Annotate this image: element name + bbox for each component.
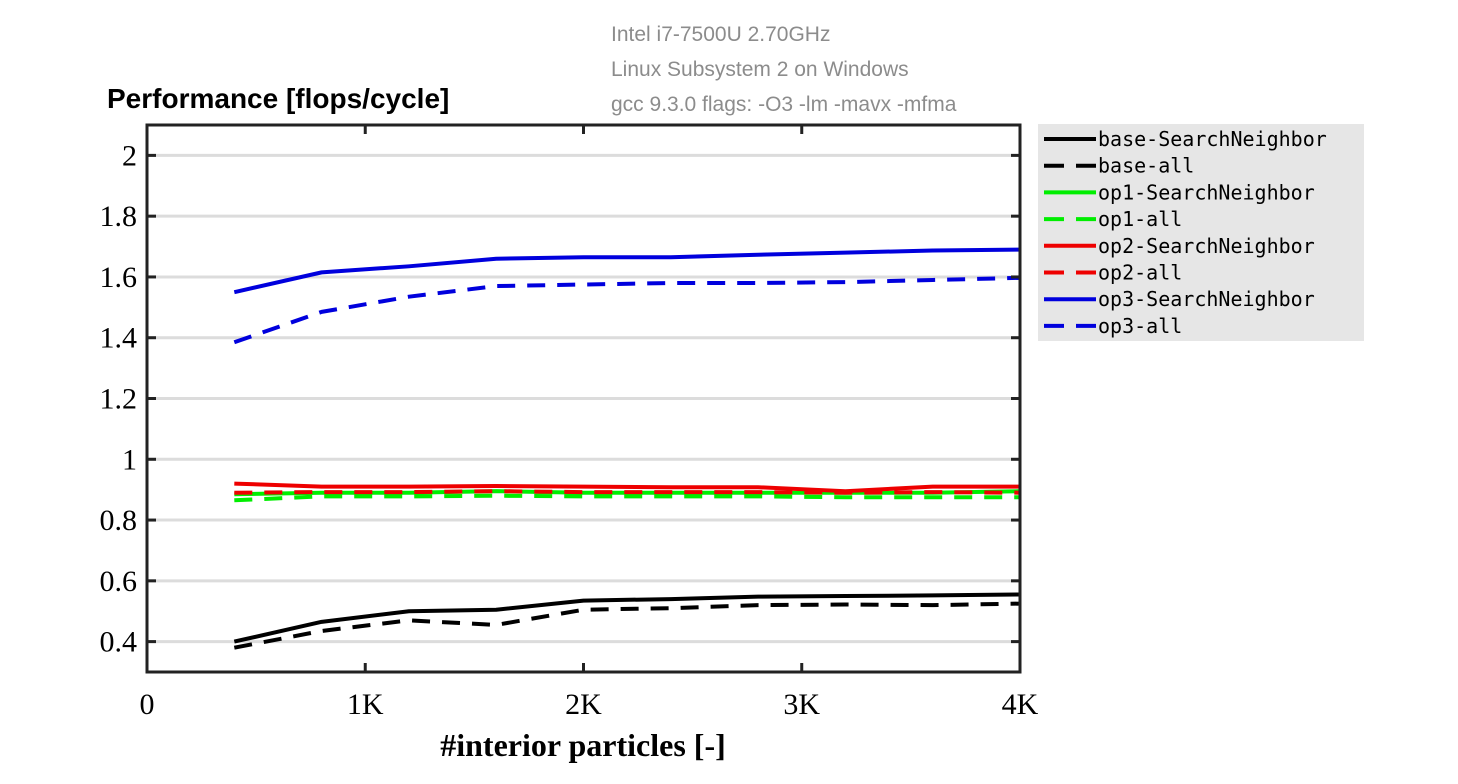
series-line-op3-SearchNeighbor <box>233 247 1021 295</box>
legend-label: op1-SearchNeighbor <box>1098 180 1315 204</box>
series-line-op1-all <box>234 493 1020 503</box>
series-line-op2-SearchNeighbor <box>234 481 1020 494</box>
legend-label: op2-all <box>1098 261 1182 285</box>
x-tick-label: 1K <box>347 688 384 721</box>
y-tick-label: 1.2 <box>100 383 138 416</box>
legend-label: base-SearchNeighbor <box>1098 127 1327 151</box>
y-tick-label: 0.4 <box>100 626 138 659</box>
x-tick-label: 3K <box>783 688 820 721</box>
series-lines <box>233 247 1021 650</box>
x-tick-label: 4K <box>1002 688 1039 721</box>
annotation-os: Linux Subsystem 2 on Windows <box>611 58 909 81</box>
y-tick-label: 1.8 <box>100 200 138 233</box>
series-line-op3-all <box>233 275 1021 345</box>
legend-label: base-all <box>1098 154 1194 178</box>
x-axis-label: #interior particles [-] <box>440 727 726 763</box>
legend-label: op1-all <box>1098 207 1182 231</box>
x-tick-label: 0 <box>140 688 155 721</box>
series-line-base-SearchNeighbor <box>233 592 1021 644</box>
legend-label: op3-SearchNeighbor <box>1098 287 1315 311</box>
legend-box <box>1038 124 1364 341</box>
y-tick-label: 0.8 <box>100 504 138 537</box>
y-tick-label: 1.4 <box>100 322 138 355</box>
chart-title: Performance [flops/cycle] <box>107 83 449 114</box>
annotation-cpu: Intel i7-7500U 2.70GHz <box>611 23 830 46</box>
legend: base-SearchNeighbor base-allop1-SearchNei… <box>1044 127 1327 338</box>
legend-label: op3-all <box>1098 314 1182 338</box>
series-line-op2-all <box>234 489 1021 495</box>
axis-ticks: 0.4 0.6 0.8 1 1.2 1.4 1.6 1.8 2 0 1K 2K 3K 4K <box>100 125 1039 721</box>
grid-lines <box>147 153 1020 644</box>
series-line-base-all <box>233 601 1021 650</box>
y-tick-label: 1 <box>122 443 137 476</box>
annotation-compiler: gcc 9.3.0 flags: -O3 -lm -mavx -mfma <box>611 93 957 116</box>
y-tick-label: 0.6 <box>100 565 138 598</box>
legend-label: op2-SearchNeighbor <box>1098 234 1315 258</box>
y-tick-label: 1.6 <box>100 261 138 294</box>
x-tick-label: 2K <box>565 688 602 721</box>
y-tick-label: 2 <box>122 139 137 172</box>
